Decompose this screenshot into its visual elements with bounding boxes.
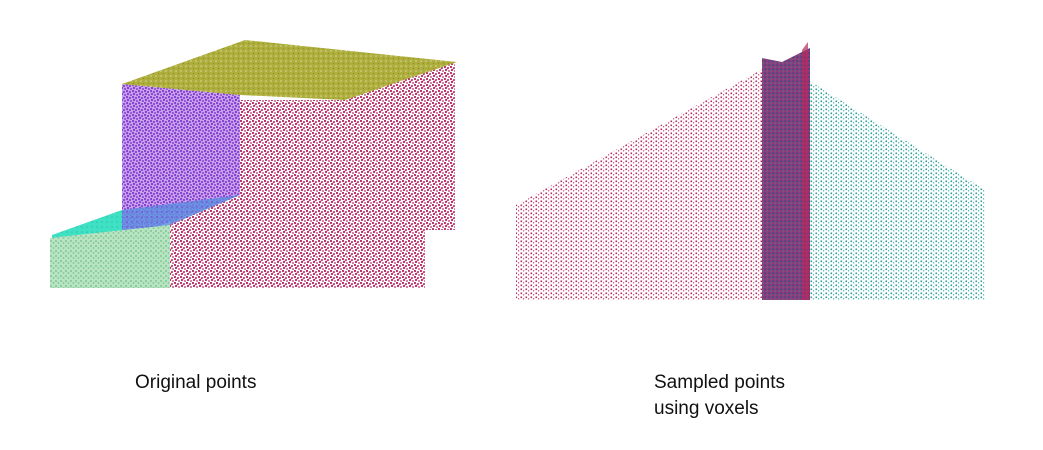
magenta-wall: [170, 62, 455, 288]
sampled-points-caption: Sampled points using voxels: [654, 370, 785, 422]
sampled-magenta-wall: [516, 65, 770, 300]
green-block: [50, 225, 170, 288]
olive-top-face: [122, 40, 457, 100]
sampled-strip-spike: [802, 42, 810, 300]
sampled-points-figure: [516, 42, 985, 300]
original-points-caption: Original points: [135, 372, 257, 393]
original-points-figure: [50, 40, 457, 288]
sampled-teal-wall: [795, 72, 985, 300]
sampled-points-caption-line1: Sampled points: [654, 372, 785, 393]
sampled-points-caption-line2: using voxels: [654, 398, 759, 419]
sampled-dense-strip: [762, 48, 810, 300]
